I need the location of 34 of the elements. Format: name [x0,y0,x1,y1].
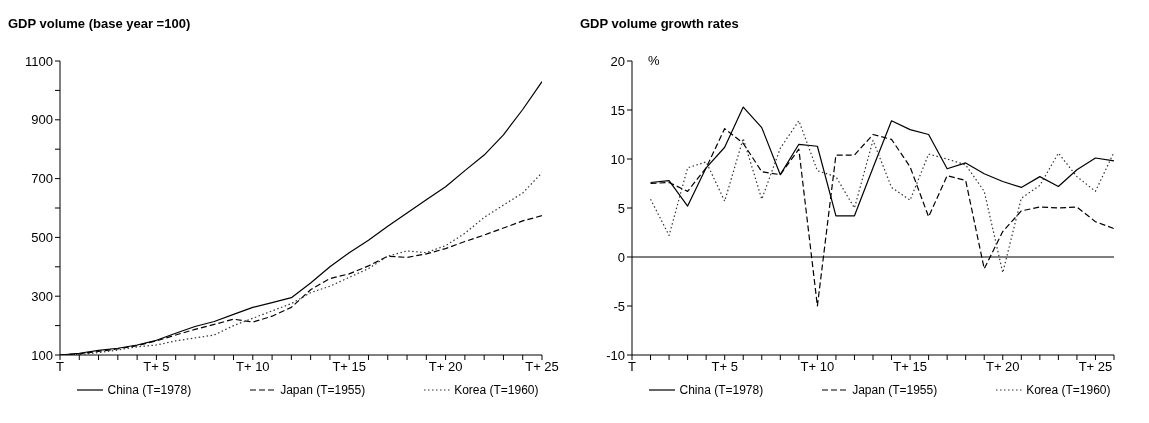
legend-label: Korea (T=1960) [1026,383,1111,397]
y-tick-label: 10 [610,151,625,167]
x-tick-label: T [56,359,65,375]
x-tick-label: T+ 20 [985,359,1020,375]
y-tick-label: 15 [610,102,625,118]
legend-label: China (T=1978) [679,383,764,397]
y-tick-label: 700 [31,171,53,187]
y-tick-label: 500 [31,230,53,246]
x-tick-label: T+ 10 [800,359,835,375]
x-tick-label: T+ 25 [1078,359,1113,375]
x-tick-label: T+ 15 [893,359,927,375]
legend-label: Japan (T=1955) [280,383,366,397]
legend-label: Korea (T=1960) [454,383,539,397]
y-tick-label: -5 [613,298,625,314]
y-tick-label: 5 [617,200,625,216]
x-tick-label: T+ 20 [428,359,463,375]
legend-label: Japan (T=1955) [852,383,938,397]
y-tick-label: 900 [31,112,53,128]
y-tick-label: 20 [610,53,625,69]
y-tick-label: 300 [31,288,53,304]
x-tick-label: T+ 15 [332,359,366,375]
x-tick-label: T+ 5 [143,359,170,375]
x-tick-label: T+ 5 [711,359,738,375]
chart-title: GDP volume (base year =100) [8,16,192,31]
y-tick-label: 0 [617,249,625,265]
x-tick-label: T+ 25 [525,359,559,375]
legend-label: China (T=1978) [107,383,192,397]
y-axis-title: % [648,53,660,68]
x-tick-label: T+ 10 [236,359,270,375]
y-tick-label: -10 [606,347,625,363]
y-tick-label: 100 [31,347,53,363]
x-tick-label: T [628,359,637,375]
y-tick-label: 1100 [25,53,53,69]
chart-title: GDP volume growth rates [580,16,740,31]
